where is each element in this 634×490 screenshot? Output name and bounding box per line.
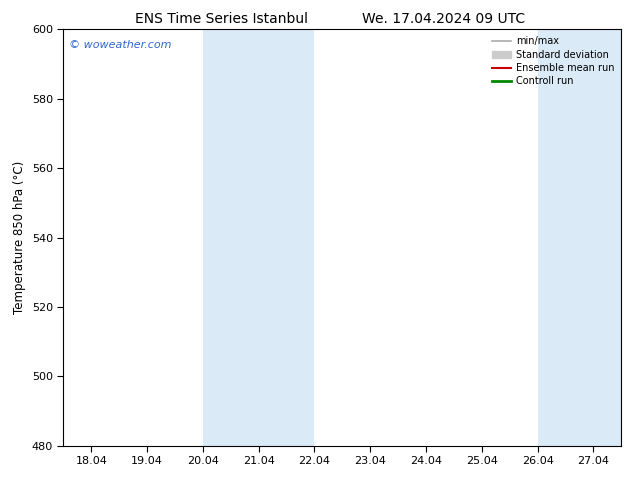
Text: ENS Time Series Istanbul: ENS Time Series Istanbul bbox=[136, 12, 308, 26]
Bar bbox=[538, 29, 621, 446]
Text: We. 17.04.2024 09 UTC: We. 17.04.2024 09 UTC bbox=[362, 12, 526, 26]
Text: © woweather.com: © woweather.com bbox=[69, 40, 171, 50]
Y-axis label: Temperature 850 hPa (°C): Temperature 850 hPa (°C) bbox=[13, 161, 26, 314]
Legend: min/max, Standard deviation, Ensemble mean run, Controll run: min/max, Standard deviation, Ensemble me… bbox=[488, 32, 618, 90]
Bar bbox=[203, 29, 314, 446]
